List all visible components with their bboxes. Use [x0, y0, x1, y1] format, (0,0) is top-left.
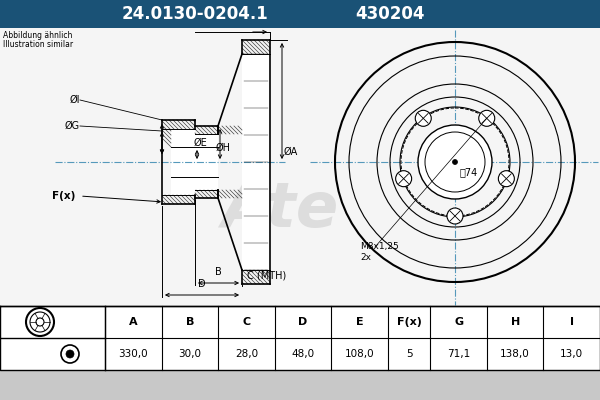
Text: ݇74: ݇74	[460, 167, 478, 177]
Text: F(x): F(x)	[397, 317, 422, 327]
Text: E: E	[356, 317, 364, 327]
Text: F(x): F(x)	[52, 191, 75, 201]
Circle shape	[418, 125, 492, 199]
Text: ØI: ØI	[70, 95, 80, 105]
Text: D: D	[298, 317, 308, 327]
Bar	[242, 54, 270, 270]
FancyBboxPatch shape	[0, 28, 600, 306]
Text: A: A	[129, 317, 137, 327]
Circle shape	[479, 110, 495, 126]
Text: B: B	[215, 267, 222, 277]
Bar	[171, 129, 195, 195]
Text: 24.0130-0204.1: 24.0130-0204.1	[122, 5, 268, 23]
Text: 138,0: 138,0	[500, 349, 530, 359]
Circle shape	[447, 208, 463, 224]
Text: 430204: 430204	[355, 5, 425, 23]
Text: ØG: ØG	[65, 121, 80, 131]
FancyBboxPatch shape	[0, 0, 600, 28]
Text: 48,0: 48,0	[292, 349, 314, 359]
Text: 5: 5	[406, 349, 412, 359]
Text: C: C	[242, 317, 250, 327]
Text: 71,1: 71,1	[447, 349, 470, 359]
Text: ØH: ØH	[215, 143, 230, 153]
Text: D: D	[198, 279, 206, 289]
Circle shape	[415, 110, 431, 126]
Bar	[195, 134, 218, 190]
Text: C (MTH): C (MTH)	[247, 270, 286, 280]
Text: B: B	[185, 317, 194, 327]
Circle shape	[395, 171, 412, 187]
Text: 108,0: 108,0	[345, 349, 374, 359]
Text: G: G	[454, 317, 463, 327]
Text: 28,0: 28,0	[235, 349, 258, 359]
Text: H: H	[511, 317, 520, 327]
Circle shape	[452, 160, 458, 164]
Text: I: I	[570, 317, 574, 327]
Text: Illustration similar: Illustration similar	[3, 40, 73, 49]
Circle shape	[66, 350, 74, 358]
FancyBboxPatch shape	[0, 306, 600, 370]
Text: ØA: ØA	[284, 147, 298, 157]
Text: 30,0: 30,0	[178, 349, 202, 359]
Text: ØE: ØE	[193, 138, 207, 148]
Text: 13,0: 13,0	[560, 349, 583, 359]
Circle shape	[499, 171, 514, 187]
Text: M8x1,25: M8x1,25	[360, 242, 399, 252]
Text: 2x: 2x	[360, 254, 371, 262]
FancyBboxPatch shape	[310, 30, 600, 306]
Text: Abbildung ähnlich: Abbildung ähnlich	[3, 31, 73, 40]
Text: Ate: Ate	[221, 180, 338, 240]
Text: 330,0: 330,0	[118, 349, 148, 359]
